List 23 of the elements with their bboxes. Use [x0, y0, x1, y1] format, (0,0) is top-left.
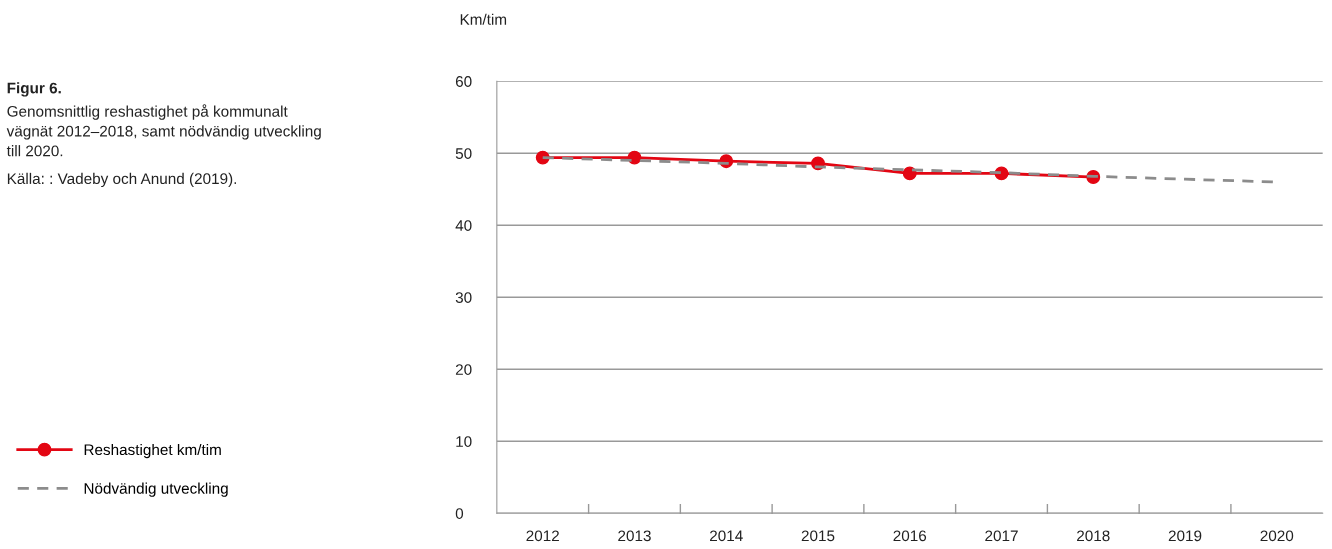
legend-label: Reshastighet km/tim: [84, 443, 221, 459]
x-tick-label: 2018: [1077, 530, 1110, 542]
text: Källa: : Vadeby och Anund (2019).: [7, 172, 237, 188]
x-tick-label: 2019: [1168, 530, 1202, 542]
y-tick-label: 50: [455, 148, 472, 159]
x-tick-label: 2013: [618, 530, 651, 542]
x-tick-label: 2012: [526, 530, 559, 542]
y-tick-label: 10: [456, 436, 472, 447]
y-tick-label: 60: [455, 76, 472, 87]
point: [902, 166, 917, 181]
y-tick-label: 20: [455, 364, 472, 375]
text: Figur 6.: [7, 82, 61, 97]
x-tick-label: 2020: [1260, 530, 1294, 542]
x-tick-label: 2014: [710, 530, 743, 542]
legend-label: Nödvändig utveckling: [84, 482, 228, 497]
x-tick-label: 2015: [801, 530, 835, 542]
x-tick-label: 2017: [985, 530, 1018, 542]
y-axis-title: Km/tim: [460, 13, 507, 25]
y-tick-label: 0: [455, 508, 464, 519]
y-tick-label: 40: [455, 220, 472, 231]
text: Genomsnittlig reshastighet på kommunalt vägnät 2012–2018, samt nödvändig utveckling till 2020.: [6, 104, 321, 157]
x-tick-label: 2016: [893, 530, 927, 542]
y-tick-label: 30: [455, 292, 472, 303]
